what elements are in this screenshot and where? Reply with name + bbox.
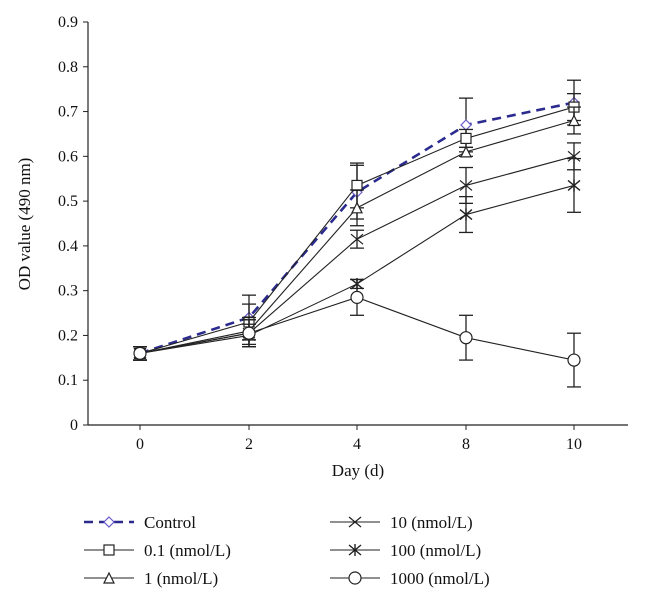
y-tick-label: 0.4 <box>58 238 78 255</box>
star-marker <box>459 208 473 221</box>
legend-label: 0.1 (nmol/L) <box>144 541 231 560</box>
legend-item: 100 (nmol/L) <box>330 541 481 560</box>
circle-marker <box>459 331 473 345</box>
legend-item: 0.1 (nmol/L) <box>84 541 231 560</box>
triangle-marker <box>460 145 472 158</box>
x-marker <box>348 516 362 528</box>
diamond-marker <box>103 516 115 528</box>
series-5 <box>133 278 581 388</box>
square-marker <box>460 132 472 145</box>
circle-marker <box>242 326 256 340</box>
star-marker <box>348 544 362 556</box>
triangle-marker <box>103 571 115 584</box>
y-tick-label: 0.5 <box>58 193 78 210</box>
triangle-marker <box>568 114 580 127</box>
legend: Control 0.1 (nmol/L) 1 (nmol/L) 10 (nmol/L)… <box>84 513 490 588</box>
legend-label: 1 (nmol/L) <box>144 569 218 588</box>
y-tick-label: 0.1 <box>58 372 78 389</box>
series-group <box>133 79 581 388</box>
y-axis-label: OD value (490 nm) <box>15 158 34 291</box>
diamond-marker <box>460 119 472 131</box>
y-tick-label: 0.3 <box>58 283 78 300</box>
x-tick-label: 8 <box>462 436 470 453</box>
star-marker <box>567 179 581 192</box>
x-marker <box>350 233 364 245</box>
y-tick-label: 0.7 <box>58 104 78 121</box>
legend-label: 1000 (nmol/L) <box>390 569 490 588</box>
circle-marker <box>348 571 362 585</box>
x-marker <box>567 150 581 162</box>
legend-label: 10 (nmol/L) <box>390 513 473 532</box>
x-tick-label: 2 <box>245 436 253 453</box>
series-1 <box>133 92 581 361</box>
x-marker <box>459 179 473 191</box>
y-tick-label: 0.2 <box>58 327 78 344</box>
circle-marker <box>350 290 364 304</box>
x-axis-label: Day (d) <box>332 461 384 480</box>
legend-item: 10 (nmol/L) <box>330 513 473 532</box>
circle-marker <box>567 353 581 367</box>
legend-item: 1000 (nmol/L) <box>330 569 490 588</box>
legend-label: 100 (nmol/L) <box>390 541 481 560</box>
square-marker <box>351 179 363 192</box>
legend-item: 1 (nmol/L) <box>84 569 218 588</box>
y-tick-label: 0.9 <box>58 14 78 31</box>
x-tick-label: 10 <box>566 436 582 453</box>
square-marker <box>103 544 115 556</box>
legend-label: Control <box>144 513 196 532</box>
x-tick-label: 4 <box>353 436 361 453</box>
circle-marker <box>133 346 147 360</box>
series-line <box>139 101 575 355</box>
legend-item: Control <box>84 513 196 532</box>
triangle-marker <box>351 201 363 214</box>
axes: 0 0.1 0.2 0.3 0.4 0.5 0.6 0.7 0.8 0.9 0 2 4 8 10 <box>58 14 628 453</box>
y-tick-label: 0 <box>70 417 78 434</box>
x-tick-label: 0 <box>136 436 144 453</box>
y-tick-label: 0.8 <box>58 59 78 76</box>
y-tick-label: 0.6 <box>58 148 78 165</box>
